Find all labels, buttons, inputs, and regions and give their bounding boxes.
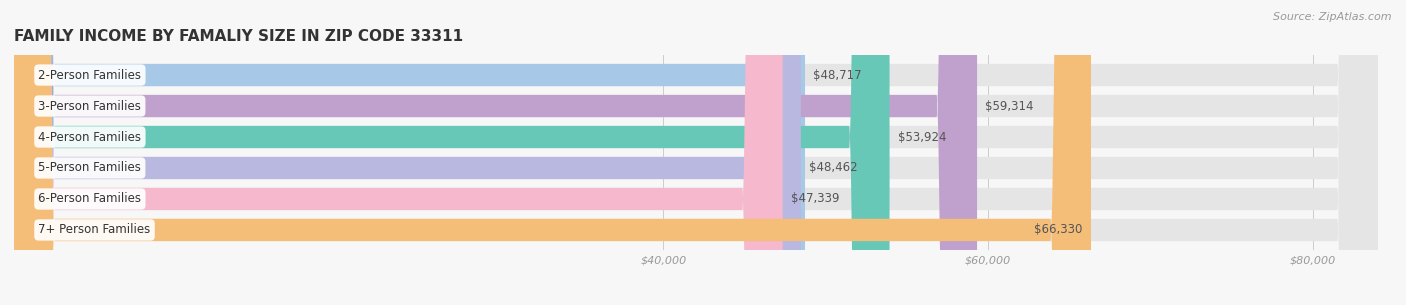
FancyBboxPatch shape [14,0,801,305]
FancyBboxPatch shape [14,0,890,305]
Text: 3-Person Families: 3-Person Families [38,99,141,113]
FancyBboxPatch shape [14,0,1378,305]
FancyBboxPatch shape [14,0,1378,305]
FancyBboxPatch shape [14,0,1378,305]
Text: 6-Person Families: 6-Person Families [38,192,142,206]
FancyBboxPatch shape [14,0,1091,305]
FancyBboxPatch shape [14,0,1378,305]
FancyBboxPatch shape [14,0,806,305]
Text: Source: ZipAtlas.com: Source: ZipAtlas.com [1274,12,1392,22]
Text: $66,330: $66,330 [1035,224,1083,236]
Text: 2-Person Families: 2-Person Families [38,69,142,81]
Text: $48,717: $48,717 [813,69,862,81]
FancyBboxPatch shape [14,0,977,305]
Text: $59,314: $59,314 [986,99,1033,113]
Text: 5-Person Families: 5-Person Families [38,161,141,174]
Text: FAMILY INCOME BY FAMALIY SIZE IN ZIP CODE 33311: FAMILY INCOME BY FAMALIY SIZE IN ZIP COD… [14,29,463,44]
Text: 4-Person Families: 4-Person Families [38,131,142,144]
Text: $47,339: $47,339 [790,192,839,206]
Text: 7+ Person Families: 7+ Person Families [38,224,150,236]
FancyBboxPatch shape [14,0,1378,305]
FancyBboxPatch shape [14,0,1378,305]
FancyBboxPatch shape [14,0,783,305]
Text: $48,462: $48,462 [808,161,858,174]
Text: $53,924: $53,924 [897,131,946,144]
